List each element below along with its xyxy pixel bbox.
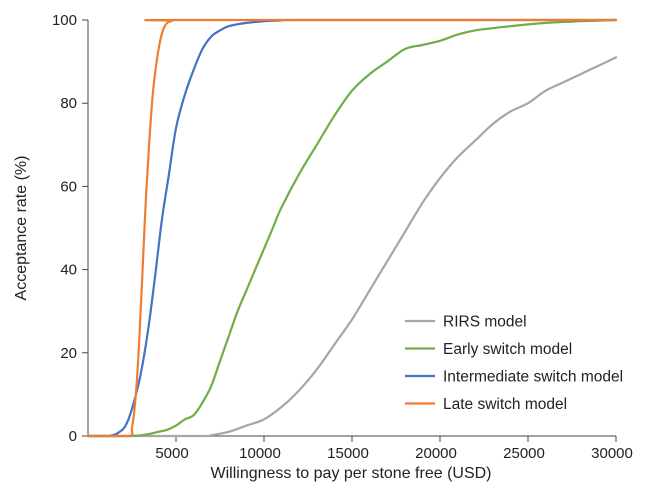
legend-label-early-switch-model: Early switch model [443,341,572,358]
x-tick-label: 15000 [327,445,369,462]
legend-label-late-switch-model: Late switch model [443,396,567,413]
legend: RIRS model Early switch model Intermediate… [405,314,623,413]
y-tick-label: 60 [60,178,77,195]
y-tick-label: 20 [60,345,77,362]
x-tick-label: 5000 [155,445,188,462]
x-tick-label: 20000 [415,445,457,462]
x-tick-label: 30000 [591,445,633,462]
legend-label-intermediate-switch-model: Intermediate switch model [443,369,623,386]
y-tick-label: 80 [60,95,77,112]
series-line-late-switch-model [86,18,618,438]
series-line-rirs-model [86,56,618,438]
series-line-early-switch-model [86,18,618,438]
y-axis-title: Acceptance rate (%) [13,156,30,301]
legend-label-rirs-model: RIRS model [443,314,527,331]
y-tick-label: 0 [69,428,77,445]
x-tick-label: 10000 [239,445,281,462]
x-axis-title: Willingness to pay per stone free (USD) [211,465,492,482]
y-tick-label: 40 [60,262,77,279]
axes: 0 20 40 60 80 100 5000 10000 15000 20000 25000 3000… [52,12,633,462]
series-layer [86,18,618,438]
y-tick-label: 100 [52,12,77,29]
x-tick-label: 25000 [503,445,545,462]
